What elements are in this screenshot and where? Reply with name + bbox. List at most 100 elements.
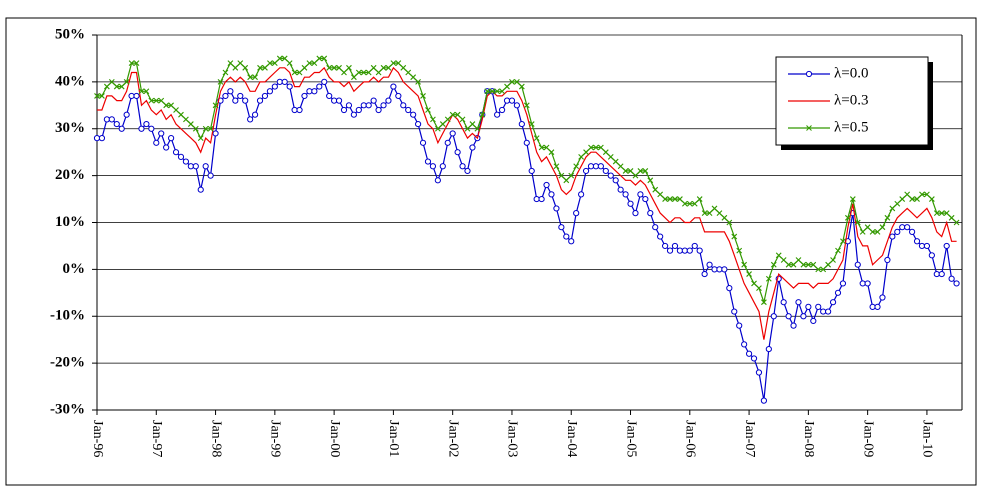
marker xyxy=(385,64,392,71)
marker xyxy=(933,210,940,217)
marker xyxy=(691,200,698,207)
marker xyxy=(419,139,427,146)
marker xyxy=(355,106,362,114)
x-tick-label: Jan-04 xyxy=(564,420,579,457)
marker xyxy=(395,92,402,100)
marker xyxy=(183,116,189,123)
marker xyxy=(336,64,342,71)
marker xyxy=(879,224,886,231)
marker xyxy=(671,242,679,250)
marker xyxy=(568,172,575,179)
marker xyxy=(607,153,614,160)
marker xyxy=(815,303,822,310)
marker xyxy=(498,106,506,114)
marker xyxy=(602,167,609,175)
marker xyxy=(913,238,921,245)
marker xyxy=(948,214,955,221)
marker xyxy=(711,205,718,212)
marker xyxy=(795,299,802,306)
x-tick-label: Jan-97 xyxy=(149,420,164,457)
marker xyxy=(390,60,397,67)
marker xyxy=(924,191,930,198)
marker xyxy=(662,196,668,202)
marker xyxy=(103,83,110,90)
x-tick-label: Jan-00 xyxy=(327,420,342,457)
marker xyxy=(301,92,308,100)
marker xyxy=(94,93,100,99)
marker xyxy=(558,172,565,179)
marker xyxy=(706,261,713,268)
legend-marker xyxy=(806,125,812,131)
x-tick-label: Jan-98 xyxy=(208,420,223,457)
x-tick-label: Jan-10 xyxy=(920,420,935,457)
marker xyxy=(227,60,234,67)
marker xyxy=(148,97,155,104)
marker xyxy=(158,130,165,137)
marker xyxy=(588,144,594,151)
marker xyxy=(834,289,842,296)
marker xyxy=(469,144,476,151)
marker xyxy=(622,168,629,174)
marker xyxy=(696,196,703,202)
marker xyxy=(177,153,185,160)
marker xyxy=(326,64,333,71)
marker xyxy=(928,196,935,202)
y-tick-label: 30% xyxy=(55,120,85,136)
marker xyxy=(780,299,787,306)
marker xyxy=(296,69,303,76)
marker xyxy=(291,106,298,114)
marker xyxy=(138,88,145,95)
marker xyxy=(108,116,115,123)
marker xyxy=(454,149,461,156)
x-tick-label: Jan-99 xyxy=(268,420,283,457)
marker xyxy=(760,397,768,404)
marker xyxy=(785,261,792,268)
marker xyxy=(894,200,901,207)
marker xyxy=(815,266,822,273)
marker xyxy=(899,224,906,231)
marker xyxy=(173,107,179,113)
marker xyxy=(281,55,288,62)
marker xyxy=(948,275,955,282)
marker xyxy=(716,266,723,273)
marker xyxy=(686,200,693,207)
y-tick-label: 40% xyxy=(55,73,85,89)
marker xyxy=(311,88,318,95)
marker xyxy=(108,78,115,85)
marker xyxy=(439,121,446,127)
marker xyxy=(647,210,654,217)
marker xyxy=(197,135,204,142)
marker xyxy=(874,228,881,235)
x-tick-label: Jan-09 xyxy=(860,420,875,457)
marker xyxy=(454,111,461,118)
marker xyxy=(938,210,945,217)
marker xyxy=(513,102,521,109)
marker xyxy=(746,271,752,277)
marker xyxy=(844,214,851,221)
marker xyxy=(543,144,550,151)
marker xyxy=(281,78,288,85)
marker xyxy=(306,88,313,95)
marker xyxy=(864,224,871,231)
marker xyxy=(370,64,377,71)
marker xyxy=(340,106,348,114)
marker xyxy=(247,74,254,81)
marker xyxy=(113,120,120,128)
marker xyxy=(637,168,644,174)
marker xyxy=(242,97,249,104)
marker xyxy=(578,191,585,198)
marker xyxy=(424,158,432,165)
marker xyxy=(158,97,165,104)
marker xyxy=(237,60,244,67)
marker xyxy=(884,256,891,264)
marker xyxy=(242,64,249,71)
marker xyxy=(839,280,847,287)
marker xyxy=(251,111,259,118)
marker xyxy=(943,210,950,217)
y-tick-label: -30% xyxy=(50,401,85,417)
marker xyxy=(430,116,436,123)
marker xyxy=(835,247,841,254)
marker xyxy=(790,261,797,268)
marker xyxy=(726,219,733,226)
